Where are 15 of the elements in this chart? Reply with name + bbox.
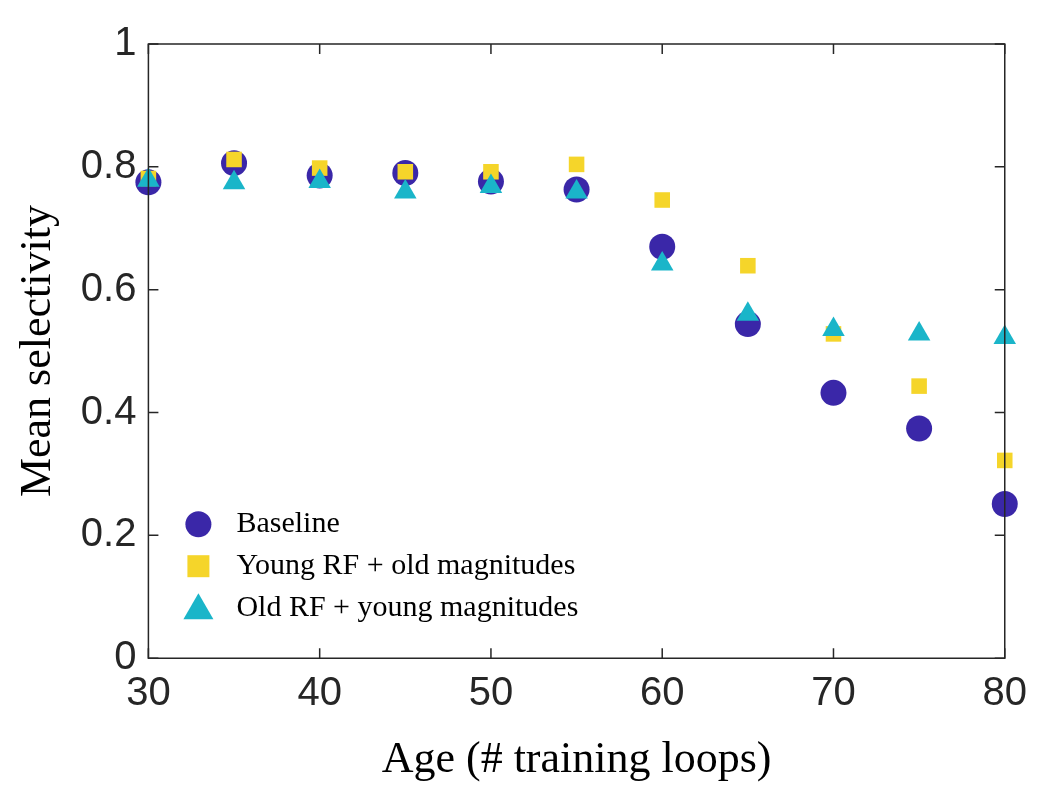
y-axis-title: Mean selectivity [10,205,60,498]
y-tick-label: 0.2 [80,510,137,555]
x-tick-label: 80 [982,669,1027,714]
x-axis-title: Age (# training loops) [381,733,772,783]
legend-label: Baseline [236,505,340,539]
x-tick-label: 50 [468,669,514,714]
x-tick-label: 70 [811,669,856,714]
y-tick-label: 0.6 [80,264,137,309]
legend-label: Young RF + old magnitudes [236,547,576,581]
y-tick-label: 0.4 [80,387,137,432]
legend-label: Old RF + young magnitudes [236,589,579,623]
x-tick-label: 60 [639,669,685,714]
x-tick-label: 40 [297,669,342,714]
y-tick-label: 0.8 [80,141,137,186]
y-tick-label: 1 [114,19,137,64]
